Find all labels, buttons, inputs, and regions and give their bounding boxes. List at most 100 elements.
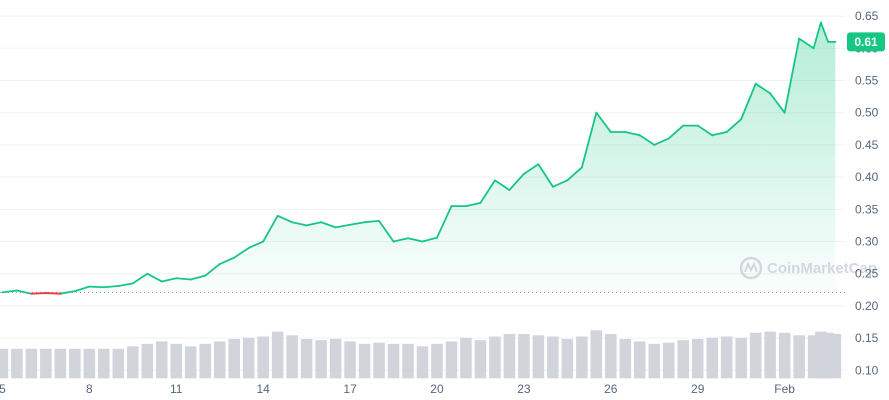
price-point <box>595 111 598 114</box>
price-point <box>378 220 380 222</box>
price-line-segment <box>291 221 308 227</box>
price-point <box>320 221 322 224</box>
price-line-segment <box>44 292 62 295</box>
volume-bar <box>778 332 791 379</box>
price-point <box>146 272 149 275</box>
price-point <box>653 144 656 146</box>
x-tick-label: 11 <box>170 382 183 396</box>
price-point <box>696 124 699 127</box>
price-point <box>537 163 540 166</box>
volume-bar <box>184 346 197 379</box>
volume-bar <box>460 337 472 379</box>
volume-bar <box>648 343 661 379</box>
volume-bar <box>662 342 675 379</box>
price-line-segment <box>233 247 250 259</box>
volume-bar <box>576 336 588 379</box>
price-line-segment <box>494 179 511 191</box>
price-point <box>189 278 192 281</box>
price-point <box>175 277 178 280</box>
coinmarketcap-logo-icon <box>739 256 763 280</box>
price-point <box>711 134 714 137</box>
volume-bar <box>706 337 718 379</box>
volume-bar <box>315 340 327 379</box>
volume-bar <box>634 341 646 379</box>
current-price-badge: 0.61 <box>847 32 885 52</box>
price-line-segment <box>740 82 757 121</box>
volume-bar <box>416 346 429 379</box>
price-point <box>59 292 62 295</box>
volume-bar <box>213 341 226 379</box>
volume-bar <box>0 348 9 379</box>
price-line-segment <box>783 37 801 114</box>
x-tick-label: 29 <box>691 382 705 396</box>
price-point <box>812 47 815 50</box>
y-tick-label: 0.10 <box>855 363 879 377</box>
volume-bar <box>735 337 747 379</box>
x-tick-label: 5 <box>0 382 6 396</box>
volume-bar <box>720 336 733 379</box>
price-point <box>740 118 743 121</box>
volume-bar <box>170 343 183 379</box>
volume-bar <box>11 348 23 379</box>
volume-bar <box>286 335 298 379</box>
price-line-segment <box>247 240 265 249</box>
price-line-segment <box>580 111 598 169</box>
price-line-segment <box>754 82 772 95</box>
volume-bar <box>271 331 284 379</box>
price-point <box>819 21 822 24</box>
volume-bar <box>257 336 269 379</box>
volume-bar <box>25 348 38 379</box>
price-line-segment <box>349 221 366 226</box>
price-point <box>247 247 250 249</box>
price-point <box>349 223 351 226</box>
price-point <box>363 221 366 224</box>
volume-bar <box>300 338 313 379</box>
volume-bar <box>373 342 385 379</box>
price-point <box>769 92 772 95</box>
price-line-segment <box>30 292 47 295</box>
price-point <box>30 292 33 295</box>
volume-bar <box>749 332 762 379</box>
price-line-segment <box>667 124 685 140</box>
price-point <box>160 280 163 283</box>
price-line-segment <box>798 37 815 50</box>
price-point <box>638 134 641 137</box>
volume-bar <box>199 343 211 379</box>
y-tick-label: 0.15 <box>855 331 879 345</box>
price-line-segment <box>769 92 786 114</box>
price-point <box>131 282 134 285</box>
price-point <box>102 286 105 289</box>
volume-bar <box>329 338 342 379</box>
price-line-segment <box>624 131 641 137</box>
volume-bar <box>431 343 443 379</box>
price-point <box>798 37 801 40</box>
price-line-segment <box>595 111 612 133</box>
current-price-label: 0.61 <box>854 35 878 49</box>
volume-bar <box>590 330 603 379</box>
price-point <box>754 82 757 85</box>
volume-bar <box>83 348 96 379</box>
y-axis-ticks: 0.650.600.550.500.450.400.350.300.250.20… <box>855 9 879 377</box>
volume-bar <box>141 343 154 379</box>
volume-bar <box>764 331 776 379</box>
price-line-segment <box>262 214 279 243</box>
volume-bar <box>829 334 842 379</box>
volume-bar <box>691 338 704 379</box>
price-point <box>580 166 583 169</box>
x-tick-label: 23 <box>517 382 531 396</box>
y-tick-label: 0.20 <box>855 299 879 313</box>
price-point <box>334 226 337 229</box>
price-line-segment <box>653 137 670 146</box>
price-line-segment <box>189 274 207 281</box>
y-tick-label: 0.55 <box>855 74 879 88</box>
watermark-text: CoinMarketCap <box>767 260 877 277</box>
price-line-segment <box>523 163 540 175</box>
y-tick-label: 0.50 <box>855 106 879 120</box>
y-tick-label: 0.35 <box>855 202 879 216</box>
price-point <box>682 124 685 127</box>
price-point <box>421 240 424 243</box>
price-point <box>479 201 482 204</box>
price-line-segment <box>711 131 728 137</box>
volume-bar <box>358 343 371 379</box>
volume-bar <box>402 343 414 379</box>
